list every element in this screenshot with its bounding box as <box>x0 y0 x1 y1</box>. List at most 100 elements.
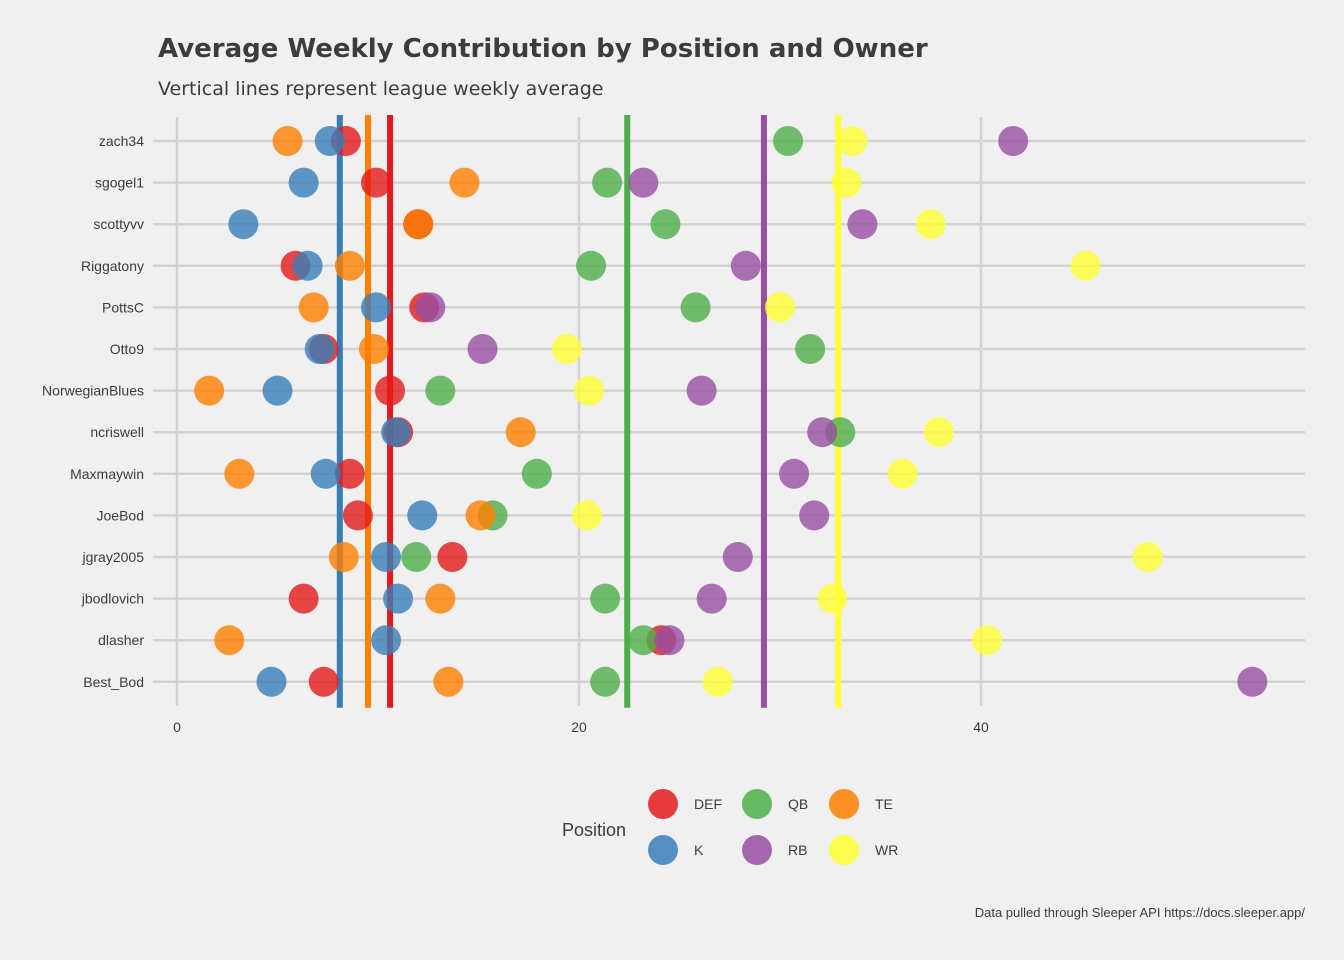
point-def-norwegianblues <box>375 375 406 406</box>
y-tick-label: NorwegianBlues <box>42 383 144 399</box>
y-tick-label: zach34 <box>99 133 144 149</box>
point-rb-zach34 <box>998 126 1029 156</box>
point-wr-riggatony <box>1070 250 1101 281</box>
legend-label-k: K <box>694 842 704 858</box>
point-k-jbodlovich <box>383 583 414 614</box>
chart-subtitle: Vertical lines represent league weekly a… <box>158 78 604 100</box>
league-average-lines <box>336 115 842 708</box>
point-wr-jbodlovich <box>817 583 848 614</box>
point-wr-jgray2005 <box>1132 542 1163 572</box>
y-tick-label: Otto9 <box>110 341 144 357</box>
point-k-riggatony <box>292 250 323 281</box>
point-qb-dlasher <box>628 625 659 656</box>
y-tick-label: Best_Bod <box>83 674 144 690</box>
legend-title: Position <box>562 820 627 840</box>
point-te-dlasher <box>214 625 245 656</box>
point-wr-norwegianblues <box>574 375 605 406</box>
legend-key-wr <box>829 835 859 865</box>
point-k-dlasher <box>371 625 402 656</box>
legend-label-wr: WR <box>875 842 899 858</box>
y-tick-label: PottsC <box>102 299 144 315</box>
point-te-riggatony <box>334 250 365 281</box>
point-rb-norwegianblues <box>686 375 717 406</box>
point-k-jgray2005 <box>371 542 402 572</box>
point-rb-otto9 <box>467 334 498 364</box>
point-qb-zach34 <box>773 126 804 156</box>
point-rb-best_bod <box>1237 666 1268 697</box>
x-tick-label: 40 <box>973 719 989 735</box>
x-tick-label: 20 <box>571 719 587 735</box>
legend-label-qb: QB <box>788 796 809 812</box>
point-k-ncriswell <box>381 417 412 448</box>
point-rb-joebod <box>799 500 830 531</box>
point-qb-riggatony <box>576 250 607 281</box>
point-wr-dlasher <box>972 625 1003 656</box>
point-def-maxmaywin <box>334 458 365 489</box>
point-k-pottsc <box>360 292 391 323</box>
point-k-maxmaywin <box>310 458 341 489</box>
y-tick-label: sgogel1 <box>95 175 144 191</box>
point-wr-joebod <box>572 500 603 531</box>
point-te-joebod <box>465 500 496 531</box>
x-tick-label: 0 <box>173 719 181 735</box>
chart-caption: Data pulled through Sleeper API https://… <box>974 905 1305 920</box>
legend-key-qb <box>742 789 772 819</box>
point-qb-pottsc <box>680 292 711 323</box>
y-tick-label: dlasher <box>98 632 144 648</box>
legend-label-te: TE <box>875 796 893 812</box>
point-rb-dlasher <box>654 625 685 656</box>
point-te-norwegianblues <box>194 375 225 406</box>
legend-key-te <box>829 789 859 819</box>
y-tick-label: jgray2005 <box>82 549 145 565</box>
point-qb-sgogel1 <box>592 167 623 198</box>
point-te-jgray2005 <box>328 542 359 572</box>
y-tick-label: jbodlovich <box>81 591 144 607</box>
legend-key-rb <box>742 835 772 865</box>
point-wr-otto9 <box>551 334 582 364</box>
point-rb-maxmaywin <box>779 458 810 489</box>
point-te-sgogel1 <box>449 167 480 198</box>
point-qb-jgray2005 <box>401 542 432 572</box>
point-rb-pottsc <box>415 292 446 323</box>
point-wr-best_bod <box>702 666 733 697</box>
point-rb-riggatony <box>730 250 761 281</box>
point-wr-ncriswell <box>923 417 954 448</box>
chart-title: Average Weekly Contribution by Position … <box>158 34 928 64</box>
point-wr-sgogel1 <box>831 167 862 198</box>
point-rb-jbodlovich <box>696 583 727 614</box>
y-tick-label: JoeBod <box>97 507 144 523</box>
point-def-sgogel1 <box>360 167 391 198</box>
point-wr-zach34 <box>837 126 868 156</box>
point-def-jbodlovich <box>288 583 319 614</box>
point-qb-jbodlovich <box>590 583 621 614</box>
point-te-scottyvv <box>403 209 434 240</box>
legend-label-rb: RB <box>788 842 808 858</box>
point-k-scottyvv <box>228 209 259 240</box>
point-wr-maxmaywin <box>887 458 918 489</box>
point-wr-pottsc <box>765 292 795 323</box>
point-te-pottsc <box>298 292 329 323</box>
point-def-jgray2005 <box>437 542 468 572</box>
point-qb-best_bod <box>590 666 621 697</box>
point-k-joebod <box>407 500 438 531</box>
point-qb-maxmaywin <box>521 458 552 489</box>
point-rb-scottyvv <box>847 209 878 240</box>
point-te-otto9 <box>358 334 389 364</box>
data-points <box>194 126 1268 697</box>
point-k-norwegianblues <box>262 375 293 406</box>
axis-labels: zach34 sgogel1 scottyvv Riggatony PottsC Otto… <box>42 133 989 735</box>
point-rb-jgray2005 <box>722 542 753 572</box>
point-k-sgogel1 <box>288 167 319 198</box>
point-te-maxmaywin <box>224 458 255 489</box>
point-rb-sgogel1 <box>628 167 659 198</box>
legend-key-k <box>648 835 678 865</box>
legend-label-def: DEF <box>694 796 722 812</box>
y-tick-label: scottyvv <box>93 216 144 232</box>
y-tick-label: Maxmaywin <box>70 466 144 482</box>
point-qb-norwegianblues <box>425 375 456 406</box>
legend-key-def <box>648 789 678 819</box>
point-qb-scottyvv <box>650 209 681 240</box>
grid-lines <box>153 117 1305 706</box>
point-def-best_bod <box>308 666 339 697</box>
